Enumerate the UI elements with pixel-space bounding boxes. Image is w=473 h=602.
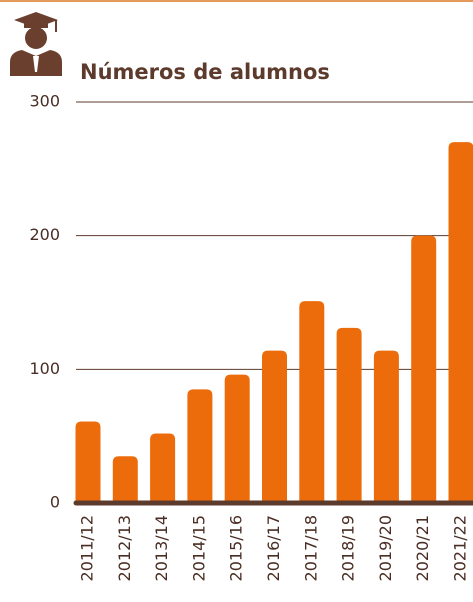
x-tick-label: 2017/18 [301,515,320,581]
x-tick-label: 2012/13 [115,515,134,581]
x-tick-label: 2016/17 [264,515,283,581]
graduate-icon [10,12,62,76]
bar [150,433,176,503]
chart-title: Números de alumnos [80,60,330,84]
y-tick-label: 100 [29,359,60,378]
x-tick-label: 2014/15 [189,515,208,581]
bar [299,301,325,503]
y-tick-label: 0 [50,493,60,512]
bar [112,456,138,503]
x-tick-label: 2013/14 [152,515,171,581]
bar [75,421,101,503]
bar [411,235,437,503]
x-tick-label: 2020/21 [413,515,432,581]
x-tick-label: 2018/19 [339,515,358,581]
bar [336,327,362,503]
y-tick-label: 300 [29,92,60,111]
x-tick-label: 2011/12 [78,515,97,581]
bar [448,142,473,503]
bar [262,350,287,503]
y-tick-label: 200 [29,225,60,244]
bar [224,374,250,503]
x-tick-label: 2015/16 [227,515,246,581]
x-tick-label: 2019/20 [376,515,395,581]
bar [373,350,399,503]
bar [187,389,213,503]
x-tick-label: 2021/22 [451,515,470,581]
